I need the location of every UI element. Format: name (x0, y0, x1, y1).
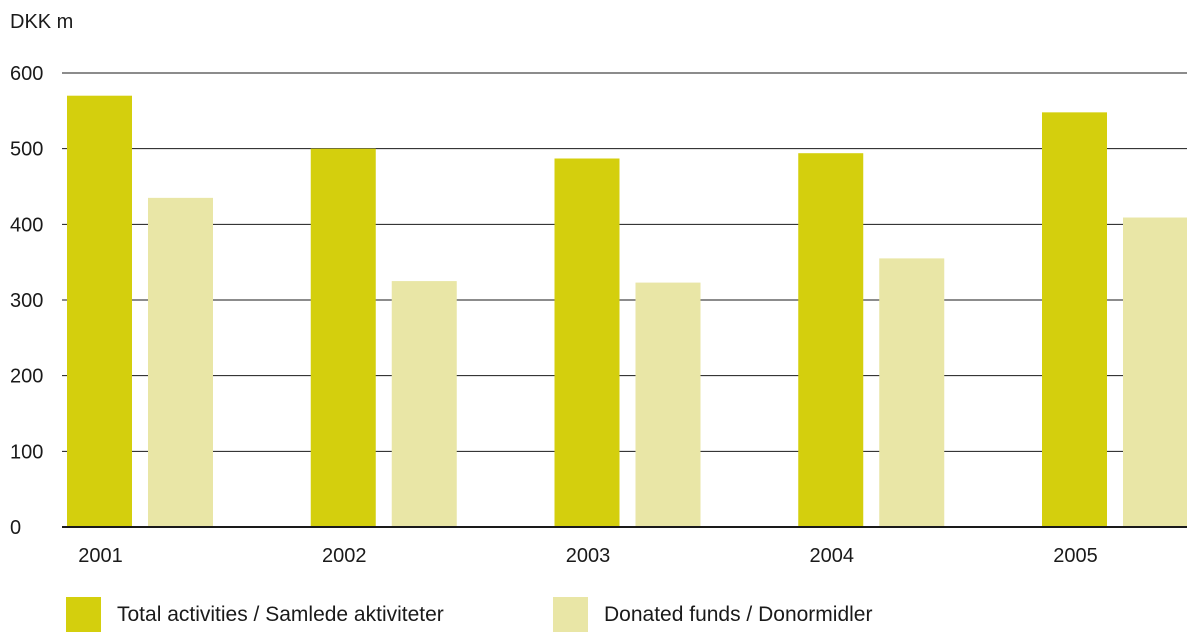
legend-label-donated-funds: Donated funds / Donormidler (604, 602, 873, 626)
bar-donated-funds-2005 (1123, 217, 1187, 528)
bar-total-activities-2001 (67, 95, 132, 527)
y-tick-label-100: 100 (10, 441, 43, 463)
legend-swatch-total-activities (66, 597, 101, 632)
x-tick-label-2003: 2003 (566, 545, 611, 567)
y-tick-label-600: 600 (10, 63, 43, 85)
y-tick-label-200: 200 (10, 366, 43, 388)
bar-total-activities-2002 (310, 148, 376, 527)
legend-item-total-activities: Total activities / Samlede aktiviteter (66, 597, 444, 632)
bar-donated-funds-2003 (635, 282, 701, 527)
y-tick-label-300: 300 (10, 290, 43, 312)
bar-donated-funds-2002 (391, 281, 457, 527)
bar-total-activities-2004 (798, 153, 864, 527)
x-tick-label-2002: 2002 (322, 545, 367, 567)
y-tick-label-400: 400 (10, 214, 43, 236)
bar-donated-funds-2004 (879, 258, 945, 527)
x-tick-label-2001: 2001 (78, 545, 123, 567)
x-tick-label-2005: 2005 (1053, 545, 1098, 567)
gridlines (62, 72, 1187, 452)
y-tick-label-500: 500 (10, 139, 43, 161)
bar-total-activities-2005 (1042, 112, 1107, 527)
x-tick-label-2004: 2004 (810, 545, 855, 567)
x-axis-ticks: 2001 2002 2003 2004 2005 (78, 545, 1098, 567)
legend-swatch-donated-funds (553, 597, 588, 632)
y-tick-label-0: 0 (10, 517, 21, 539)
legend-item-donated-funds: Donated funds / Donormidler (553, 597, 872, 632)
legend-label-total-activities: Total activities / Samlede aktiviteter (117, 602, 444, 626)
y-axis-ticks: 0 100 200 300 400 500 600 (10, 63, 43, 539)
bars (67, 95, 1187, 528)
bar-total-activities-2003 (554, 158, 620, 527)
bar-donated-funds-2001 (148, 197, 213, 527)
y-axis-title: DKK m (10, 11, 73, 33)
